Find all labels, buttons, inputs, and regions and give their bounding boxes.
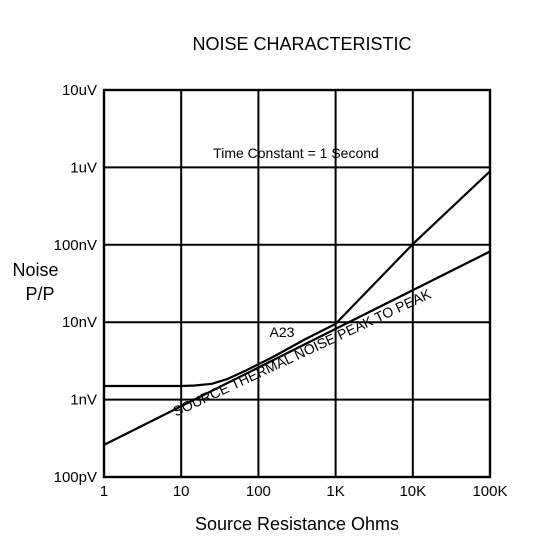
x-tick-label-0: 1 bbox=[100, 483, 108, 500]
y-tick-label-0: 100pV bbox=[54, 469, 97, 486]
time-constant-annotation: Time Constant = 1 Second bbox=[213, 145, 379, 161]
y-tick-label-5: 10uV bbox=[62, 82, 97, 99]
y-axis-title-line-1: Noise bbox=[12, 260, 58, 280]
y-tick-labels: 100pV 1nV 10nV 100nV 1uV 10uV bbox=[54, 82, 97, 486]
y-tick-label-4: 1uV bbox=[70, 159, 97, 176]
y-axis-title: Noise P/P bbox=[12, 260, 63, 304]
chart-title: NOISE CHARACTERISTIC bbox=[192, 34, 411, 54]
y-tick-label-2: 10nV bbox=[62, 314, 97, 331]
x-tick-label-1: 10 bbox=[173, 483, 190, 500]
y-tick-label-1: 1nV bbox=[70, 392, 97, 409]
y-tick-label-3: 100nV bbox=[54, 237, 97, 254]
series-label-a23: A23 bbox=[270, 324, 295, 340]
x-tick-label-2: 100 bbox=[246, 483, 271, 500]
y-axis-title-line-2: P/P bbox=[25, 284, 54, 304]
series-line-1 bbox=[103, 250, 491, 446]
series-line-0 bbox=[104, 170, 491, 388]
x-tick-label-3: 1K bbox=[326, 483, 344, 500]
x-axis-title: Source Resistance Ohms bbox=[195, 514, 399, 534]
x-tick-label-5: 100K bbox=[472, 483, 507, 500]
x-tick-label-4: 10K bbox=[399, 483, 426, 500]
plot-frame bbox=[102, 88, 492, 479]
x-tick-labels: 1 10 100 1K 10K 100K bbox=[100, 483, 508, 500]
series bbox=[103, 170, 491, 446]
